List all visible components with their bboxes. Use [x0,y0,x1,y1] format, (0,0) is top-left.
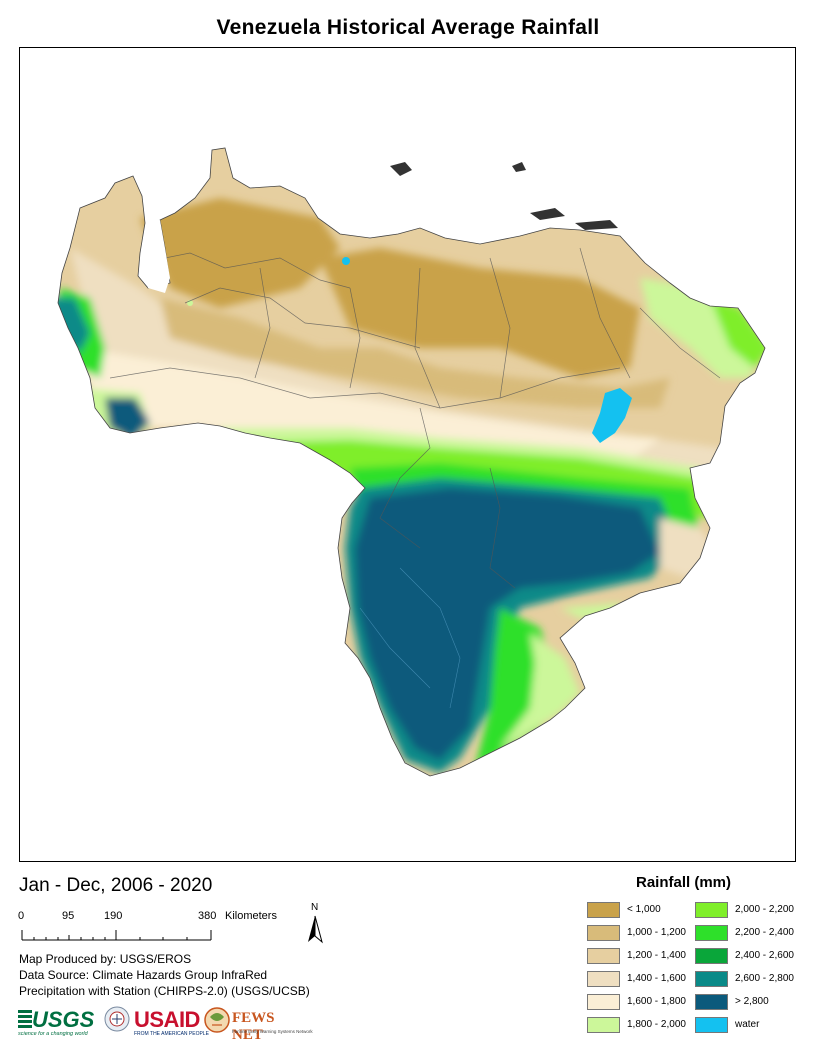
legend-swatch [587,971,620,987]
legend-swatch [587,994,620,1010]
legend-swatch [695,902,728,918]
legend-swatch [695,925,728,941]
legend-swatch [695,994,728,1010]
scale-bar: 0 95 190 380 Kilometers [18,908,318,944]
usgs-logo: USGS science for a changing world [18,1005,98,1039]
scale-tick-0: 0 [18,910,25,922]
legend-label: 2,000 - 2,200 [735,904,794,915]
credit-line-3: Precipitation with Station (CHIRPS-2.0) … [19,984,310,998]
scale-tick-190: 190 [104,910,123,922]
usaid-logo: USAID FROM THE AMERICAN PEOPLE [134,1005,214,1039]
legend-swatch [587,902,620,918]
legend-label: 2,600 - 2,800 [735,973,794,984]
legend-swatch [587,925,620,941]
legend-label: < 1,000 [627,904,661,915]
scale-tick-95: 95 [62,910,75,922]
scale-tick-380: 380 [198,910,217,922]
time-period: Jan - Dec, 2006 - 2020 [19,875,213,896]
legend-label: 2,200 - 2,400 [735,927,794,938]
legend-label: 1,800 - 2,000 [627,1019,686,1030]
legend-label: 1,000 - 1,200 [627,927,686,938]
north-label: N [311,902,319,913]
legend-label: 2,400 - 2,600 [735,950,794,961]
credit-line-2: Data Source: Climate Hazards Group Infra… [19,968,268,982]
scale-units: Kilometers [225,910,277,922]
legend-label: 1,400 - 1,600 [627,973,686,984]
usaid-tagline: FROM THE AMERICAN PEOPLE [134,1031,209,1037]
seal-icon [104,1005,130,1039]
legend-swatch [695,948,728,964]
north-arrow: N [302,902,328,944]
fews-globe-icon [204,1007,230,1033]
legend-label: > 2,800 [735,996,769,1007]
usaid-wordmark: USAID [134,1007,200,1032]
fews-wordmark: FEWS NET [232,1010,275,1043]
usgs-wave-icon [18,1010,32,1030]
legend-swatch [695,1017,728,1033]
legend-label: 1,600 - 1,800 [627,996,686,1007]
north-arrow-icon [308,915,323,944]
logo-strip: USGS science for a changing world USAID … [18,1005,313,1043]
legend-swatch [587,948,620,964]
scale-line [21,930,212,941]
venezuela-rainfall-map [57,147,766,777]
fews-net-logo: FEWS NET Famine Early Warning Systems Ne… [204,1005,313,1043]
credits: Map Produced by: USGS/EROS Data Source: … [19,951,310,999]
legend-label: 1,200 - 1,400 [627,950,686,961]
map-title: Venezuela Historical Average Rainfall [216,16,600,39]
legend-title: Rainfall (mm) [636,874,732,891]
legend-label: water [735,1019,760,1030]
legend-swatch [695,971,728,987]
map-frame [19,47,796,862]
credit-line-1: Map Produced by: USGS/EROS [19,952,192,966]
fews-tagline: Famine Early Warning Systems Network [232,1029,313,1034]
usgs-wordmark: USGS [32,1007,95,1032]
usgs-tagline: science for a changing world [18,1031,88,1037]
legend-swatch [587,1017,620,1033]
